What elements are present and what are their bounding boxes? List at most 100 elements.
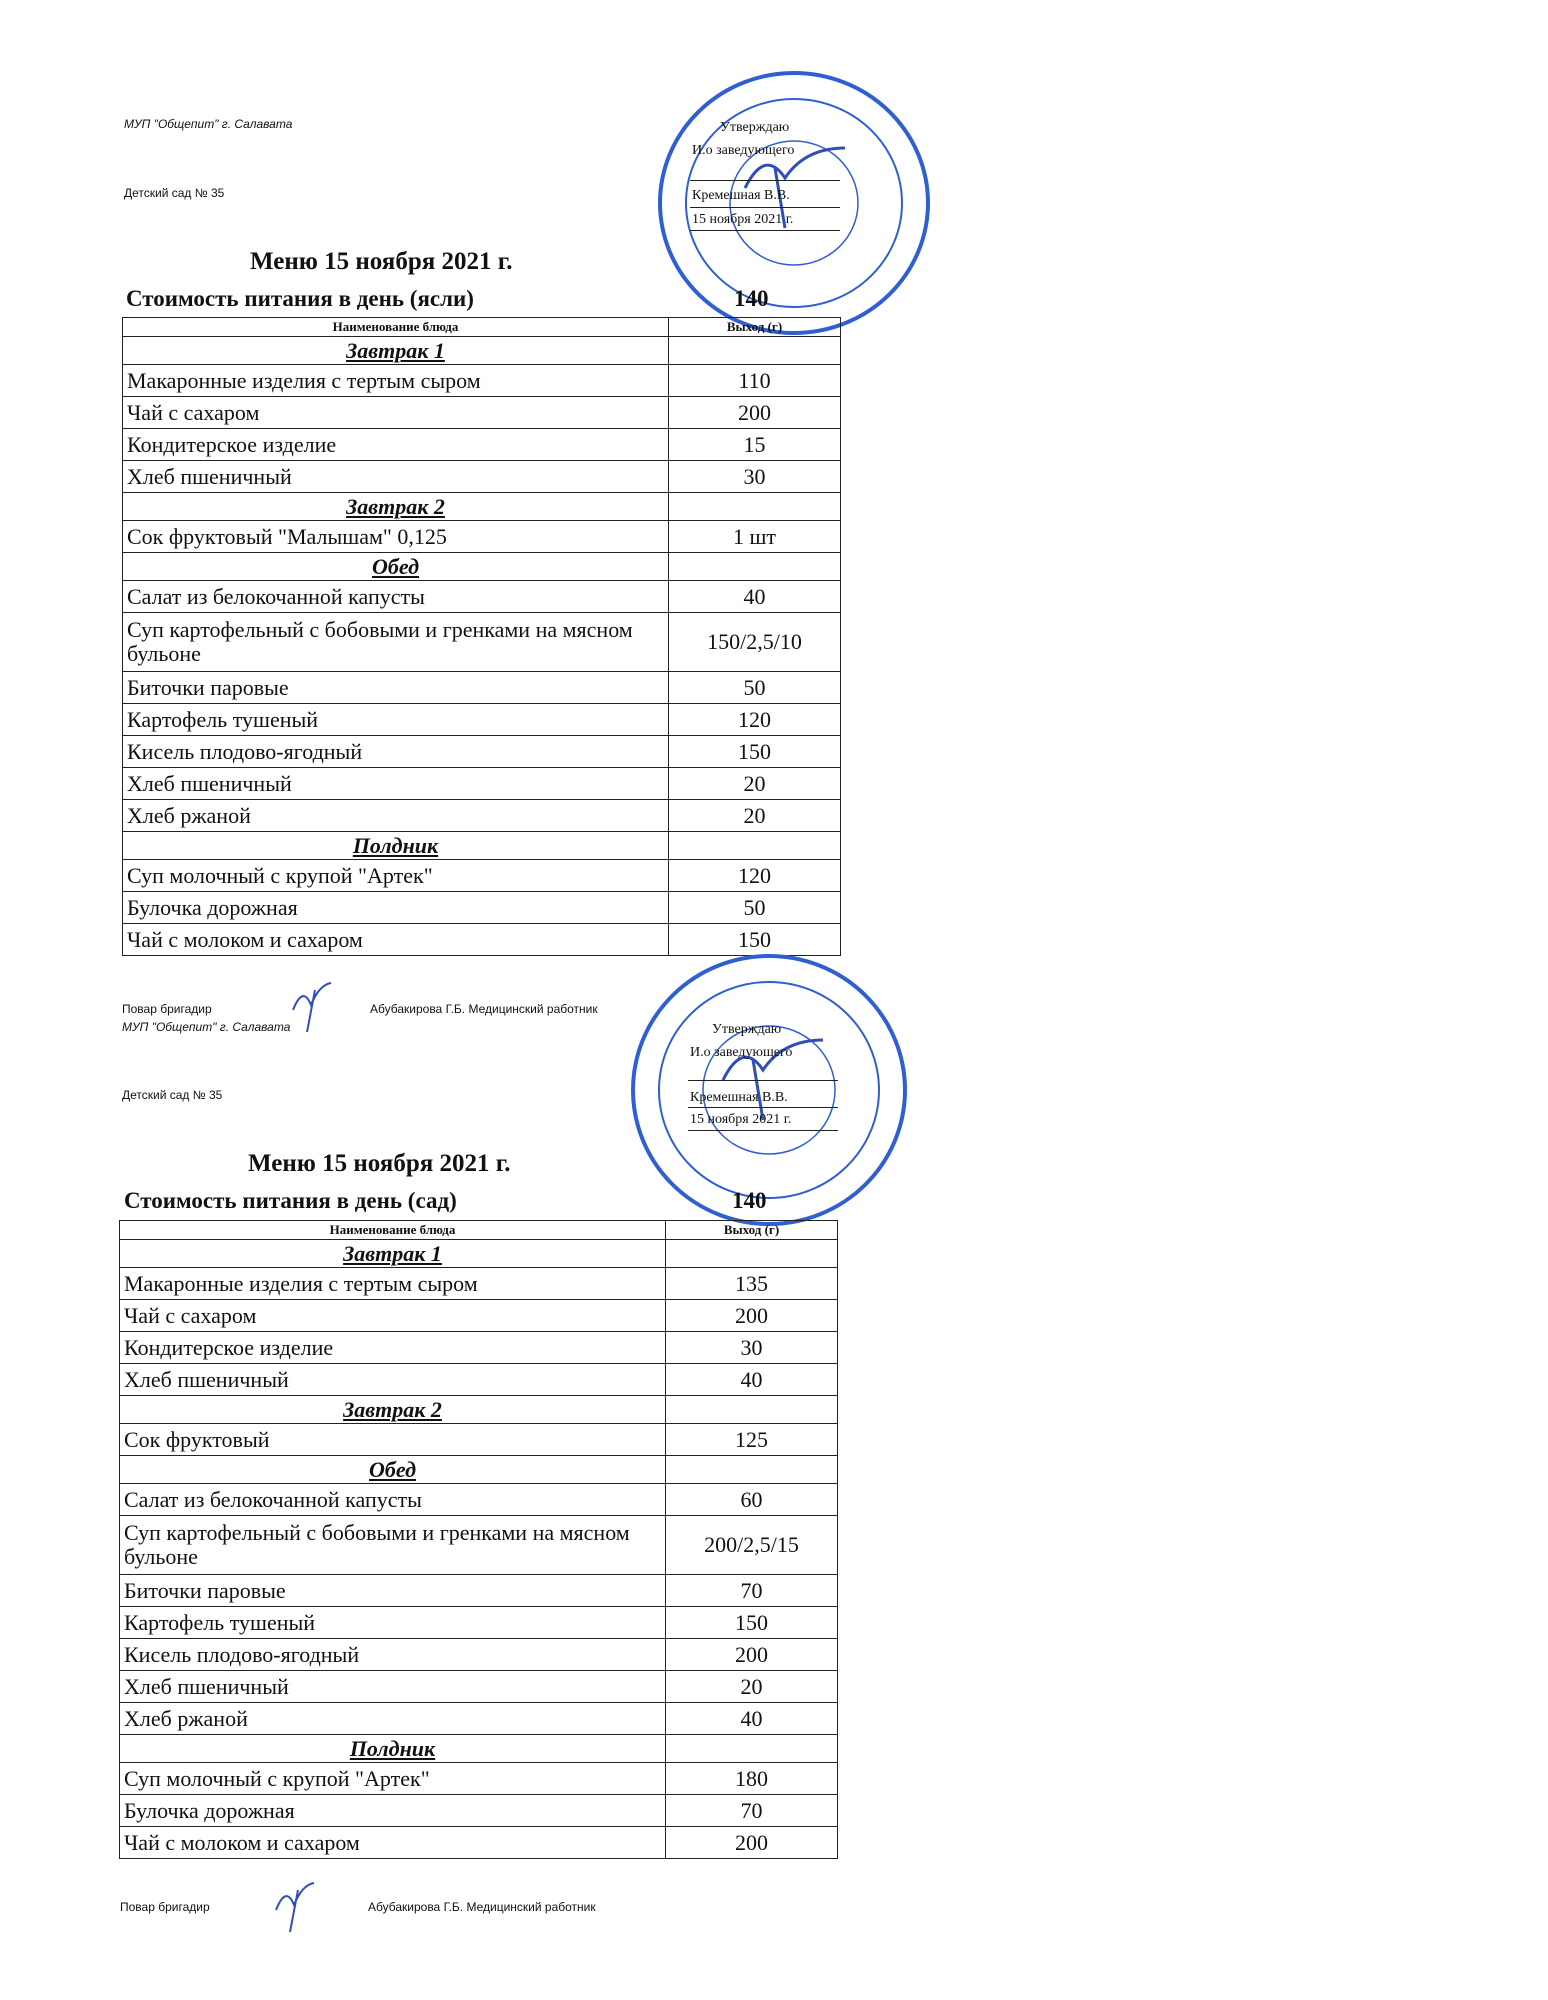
header-dish-name: Наименование блюда — [122, 317, 669, 337]
dish-name: Суп картофельный с бобовыми и гренками н… — [119, 1515, 666, 1575]
menu-table: Наименование блюда Выход (г) Завтрак 1 Мака… — [119, 1220, 838, 1859]
dish-yield: 20 — [668, 799, 841, 832]
table-header: Наименование блюда Выход (г) — [119, 1220, 838, 1240]
table-row: Чай с сахаром 200 — [119, 1299, 838, 1332]
approval-position: И.о заведующего — [690, 1045, 793, 1060]
dish-yield: 120 — [668, 859, 841, 892]
dish-name: Хлеб пшеничный — [119, 1670, 666, 1703]
daily-cost-label: Стоимость питания в день (сад) — [124, 1188, 457, 1213]
approval-name: Кремешная В.В. — [692, 188, 790, 203]
header-yield: Выход (г) — [665, 1220, 838, 1240]
dish-yield: 150/2,5/10 — [668, 612, 841, 672]
meal-section-row: Завтрак 1 — [119, 1239, 838, 1268]
dish-name: Биточки паровые — [119, 1574, 666, 1607]
menu-table: Наименование блюда Выход (г) Завтрак 1 Мака… — [122, 317, 841, 956]
table-row: Биточки паровые 50 — [122, 671, 841, 704]
table-row: Макаронные изделия с тертым сыром 135 — [119, 1267, 838, 1300]
approval-line1: Утверждаю — [712, 1022, 782, 1037]
dish-yield: 200 — [665, 1826, 838, 1859]
dish-name: Салат из белокочанной капусты — [119, 1483, 666, 1516]
dish-yield: 150 — [668, 735, 841, 768]
dish-yield: 180 — [665, 1762, 838, 1795]
table-row: Сок фруктовый 125 — [119, 1423, 838, 1456]
dish-name: Хлеб ржаной — [122, 799, 669, 832]
organization-name: МУП "Общепит" г. Салавата — [122, 1020, 291, 1034]
dish-yield — [665, 1734, 838, 1763]
dish-yield: 1 шт — [668, 520, 841, 553]
dish-name: Биточки паровые — [122, 671, 669, 704]
dish-yield: 70 — [665, 1794, 838, 1827]
approval-position: И.о заведующего — [692, 143, 795, 158]
table-row: Салат из белокочанной капусты 40 — [122, 580, 841, 613]
table-row: Булочка дорожная 50 — [122, 891, 841, 924]
dish-name: Сок фруктовый "Малышам" 0,125 — [122, 520, 669, 553]
approval-line1: Утверждаю — [720, 120, 790, 135]
table-header: Наименование блюда Выход (г) — [122, 317, 841, 337]
footer-names: Абубакирова Г.Б. Медицинский работник — [370, 1002, 598, 1016]
footer-cook: Повар бригадир — [120, 1900, 210, 1914]
table-row: Суп картофельный с бобовыми и гренками н… — [119, 1515, 838, 1575]
dish-name: Хлеб пшеничный — [122, 460, 669, 493]
dish-name: Суп картофельный с бобовыми и гренками н… — [122, 612, 669, 672]
table-row: Картофель тушеный 120 — [122, 703, 841, 736]
dish-name: Хлеб пшеничный — [119, 1363, 666, 1396]
dish-yield: 200/2,5/15 — [665, 1515, 838, 1575]
kindergarten-name: Детский сад № 35 — [122, 1088, 223, 1102]
dish-yield: 110 — [668, 364, 841, 397]
daily-cost-label: Стоимость питания в день (ясли) — [126, 286, 474, 311]
meal-section-row: Обед — [122, 552, 841, 581]
table-row: Кондитерское изделие 15 — [122, 428, 841, 461]
table-row: Салат из белокочанной капусты 60 — [119, 1483, 838, 1516]
dish-name: Полдник — [119, 1734, 666, 1763]
signature — [275, 1882, 315, 1933]
dish-yield: 40 — [668, 580, 841, 613]
table-row: Булочка дорожная 70 — [119, 1794, 838, 1827]
dish-yield — [668, 336, 841, 365]
dish-yield: 20 — [665, 1670, 838, 1703]
daily-cost-value: 140 — [732, 1188, 767, 1213]
meal-section-row: Завтрак 2 — [119, 1395, 838, 1424]
approval-name: Кремешная В.В. — [690, 1090, 788, 1105]
footer-cook: Повар бригадир — [122, 1002, 212, 1016]
table-row: Картофель тушеный 150 — [119, 1606, 838, 1639]
table-row: Хлеб ржаной 40 — [119, 1702, 838, 1735]
meal-section-row: Полдник — [119, 1734, 838, 1763]
table-row: Хлеб пшеничный 20 — [119, 1670, 838, 1703]
approval-date: 15 ноября 2021 г. — [692, 212, 794, 227]
table-row: Хлеб пшеничный 20 — [122, 767, 841, 800]
dish-name: Завтрак 2 — [122, 492, 669, 521]
meal-section-row: Обед — [119, 1455, 838, 1484]
dish-name: Полдник — [122, 831, 669, 860]
dish-yield: 150 — [668, 923, 841, 956]
dish-name: Чай с сахаром — [119, 1299, 666, 1332]
dish-name: Чай с молоком и сахаром — [119, 1826, 666, 1859]
daily-cost-value: 140 — [734, 286, 769, 311]
dish-name: Булочка дорожная — [119, 1794, 666, 1827]
dish-name: Обед — [119, 1455, 666, 1484]
dish-name: Салат из белокочанной капусты — [122, 580, 669, 613]
header-dish-name: Наименование блюда — [119, 1220, 666, 1240]
dish-yield — [665, 1395, 838, 1424]
dish-yield — [665, 1455, 838, 1484]
header-yield: Выход (г) — [668, 317, 841, 337]
table-row: Суп молочный с крупой "Артек" 180 — [119, 1762, 838, 1795]
dish-name: Завтрак 1 — [119, 1239, 666, 1268]
dish-yield: 200 — [665, 1638, 838, 1671]
table-row: Сок фруктовый "Малышам" 0,125 1 шт — [122, 520, 841, 553]
dish-name: Картофель тушеный — [119, 1606, 666, 1639]
dish-name: Кондитерское изделие — [122, 428, 669, 461]
table-row: Хлеб ржаной 20 — [122, 799, 841, 832]
dish-yield: 150 — [665, 1606, 838, 1639]
dish-yield: 70 — [665, 1574, 838, 1607]
table-row: Хлеб пшеничный 30 — [122, 460, 841, 493]
dish-yield: 135 — [665, 1267, 838, 1300]
table-row: Чай с сахаром 200 — [122, 396, 841, 429]
dish-name: Хлеб ржаной — [119, 1702, 666, 1735]
dish-yield: 50 — [668, 891, 841, 924]
signature — [292, 982, 332, 1033]
table-row: Макаронные изделия с тертым сыром 110 — [122, 364, 841, 397]
dish-name: Кондитерское изделие — [119, 1331, 666, 1364]
table-row: Кондитерское изделие 30 — [119, 1331, 838, 1364]
dish-yield: 120 — [668, 703, 841, 736]
